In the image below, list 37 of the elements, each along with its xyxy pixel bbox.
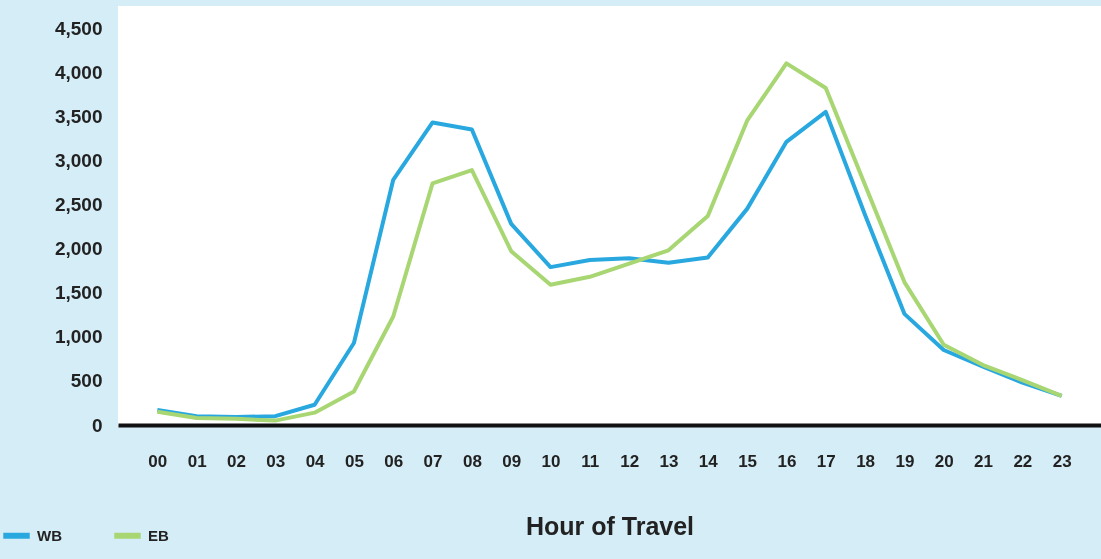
y-tick-label: 3,000 [54,149,103,171]
y-tick-label: 0 [91,414,103,436]
x-tick-label: 16 [777,451,797,471]
x-tick-label: 14 [698,451,719,471]
legend-label: EB [148,526,169,544]
x-tick-label: 00 [148,451,168,471]
x-tick-label: 18 [856,451,876,471]
x-tick-label: 03 [266,451,286,471]
x-tick-label: 20 [934,451,954,471]
y-tick-label: 4,000 [54,61,103,83]
x-tick-label: 23 [1052,451,1072,471]
x-tick-label: 01 [187,451,207,471]
legend-label: WB [37,526,63,544]
x-tick-label: 15 [738,451,758,471]
x-tick-label: 21 [974,451,993,471]
x-tick-label: 17 [816,451,836,471]
x-tick-label: 11 [581,451,600,471]
x-tick-label: 05 [344,451,364,471]
y-tick-label: 3,500 [54,105,103,127]
x-axis-title: Hour of Travel [525,511,695,540]
x-tick-label: 13 [659,451,679,471]
x-tick-label: 10 [541,451,561,471]
x-tick-label: 09 [502,451,522,471]
y-tick-label: 500 [70,370,103,392]
x-tick-label: 08 [462,451,482,471]
x-tick-label: 02 [227,451,246,471]
y-tick-label: 1,000 [54,326,103,348]
y-tick-label: 4,500 [54,17,103,39]
x-tick-label: 04 [305,451,326,471]
x-tick-label: 22 [1013,451,1033,471]
x-tick-label: 19 [895,451,915,471]
y-tick-label: 2,500 [54,193,103,215]
x-tick-label: 06 [384,451,404,471]
x-tick-label: 12 [620,451,640,471]
y-tick-label: 1,500 [54,282,103,304]
y-tick-label: 2,000 [54,238,103,260]
x-tick-label: 07 [423,451,443,471]
